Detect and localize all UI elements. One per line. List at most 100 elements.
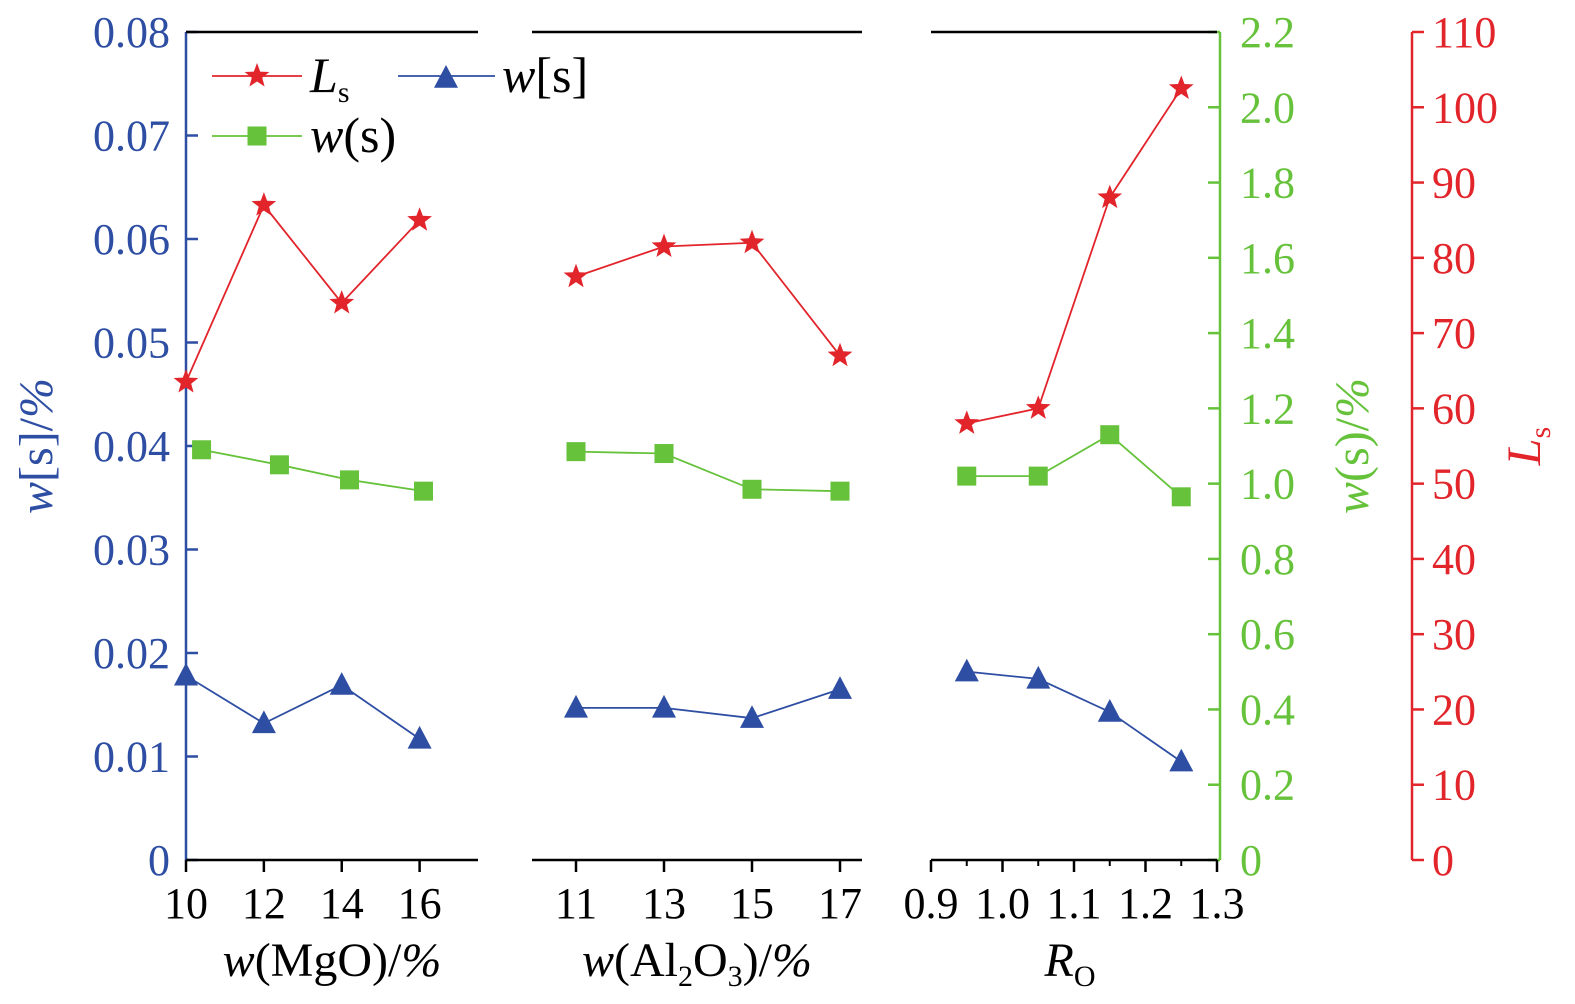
point-ws-paren [830,481,850,501]
red-tick-label: 20 [1432,685,1476,734]
point-Ls [954,410,980,434]
legend-marker-Ls [244,63,270,87]
red-tick-label: 70 [1432,309,1476,358]
red-tick-label: 110 [1432,8,1496,57]
point-ws-bracket [828,676,852,699]
x-axis-title: w(MgO)/% [223,934,442,987]
x-tick-label: 1.3 [1190,879,1245,928]
left-tick-label: 0.03 [93,526,170,575]
red-axis-title: Ls [1498,427,1557,466]
red-tick-label: 10 [1432,761,1476,810]
green-tick-label: 0 [1240,836,1262,885]
x-tick-label: 0.9 [904,879,959,928]
left-tick-label: 0.06 [93,215,170,264]
point-ws-bracket [1097,699,1122,722]
point-ws-bracket [407,725,432,749]
red-tick-label: 40 [1432,535,1476,584]
series-line-ws-bracket [966,670,1182,763]
point-ws-paren [742,479,762,499]
point-ws-bracket [564,694,588,718]
point-ws-bracket [1026,665,1051,689]
point-ws-bracket [954,658,979,682]
x-tick-label: 11 [555,879,597,928]
red-tick-label: 60 [1432,384,1476,433]
point-ws-bracket [652,694,676,718]
point-ws-bracket [174,662,198,686]
red-tick-label: 90 [1432,159,1476,208]
green-tick-label: 0.8 [1240,535,1295,584]
red-tick-label: 80 [1432,234,1476,283]
legend-marker-ws-bracket [434,65,458,88]
x-tick-label: 12 [242,879,286,928]
point-Ls [827,342,853,367]
x-tick-label: 17 [818,879,862,928]
point-ws-paren [269,455,289,475]
point-Ls [651,233,677,257]
x-tick-label: 1.2 [1118,879,1173,928]
legend-label-ws-paren: w(s) [310,107,396,163]
x-tick-label: 16 [398,879,442,928]
x-axis-title: w(Al2O3)/% [582,934,812,993]
green-tick-label: 1.4 [1240,309,1295,358]
series-line-ws-paren [575,450,841,493]
point-ws-paren [1028,466,1048,486]
left-tick-label: 0.04 [93,422,170,471]
green-tick-label: 2.0 [1240,83,1295,132]
green-axis-title: w(s)/% [1326,378,1379,514]
x-tick-label: 15 [730,879,774,928]
left-axis-title: w[s]/% [10,378,63,514]
red-tick-label: 100 [1432,83,1498,132]
left-tick-label: 0 [148,836,170,885]
left-tick-label: 0.08 [93,8,170,57]
series-line-Ls [966,87,1183,425]
legend-marker-ws-paren [247,126,267,146]
point-ws-paren [654,444,674,464]
left-tick-label: 0.05 [93,319,170,368]
green-tick-label: 0.4 [1240,685,1295,734]
green-tick-label: 1.8 [1240,159,1295,208]
point-Ls [1025,395,1051,419]
point-ws-paren [566,442,586,462]
point-Ls [173,369,199,393]
x-axis-title: RO [1044,934,1096,993]
point-ws-paren [957,466,977,486]
red-tick-label: 30 [1432,610,1476,659]
green-tick-label: 0.2 [1240,761,1295,810]
series-line-Ls [575,241,841,357]
legend-label-Ls: Ls [309,47,350,109]
x-tick-label: 1.0 [975,879,1030,928]
series-line-ws-paren [201,448,424,493]
green-tick-label: 0.6 [1240,610,1295,659]
green-tick-label: 1.0 [1240,460,1295,509]
series-line-Ls [185,203,421,383]
point-Ls [563,263,589,288]
point-ws-paren [340,470,360,490]
green-tick-label: 2.2 [1240,8,1295,57]
left-tick-label: 0.07 [93,112,170,161]
legend-label-ws-bracket: w[s] [502,47,588,103]
x-tick-label: 13 [642,879,686,928]
point-ws-paren [192,440,212,460]
left-tick-label: 0.02 [93,629,170,678]
series-line-ws-paren [966,433,1182,498]
point-ws-paren [1100,425,1120,445]
point-ws-bracket [740,705,764,728]
point-Ls [1097,184,1123,209]
x-tick-label: 10 [164,879,208,928]
point-ws-bracket [329,672,354,695]
point-ws-bracket [1169,748,1194,772]
point-Ls [407,207,432,231]
series-line-ws-bracket [185,675,421,740]
point-Ls [251,192,277,216]
green-tick-label: 1.2 [1240,384,1295,433]
red-tick-label: 50 [1432,460,1476,509]
point-Ls [329,290,355,314]
green-tick-label: 1.6 [1240,234,1295,283]
point-ws-bracket [251,710,276,734]
red-tick-label: 0 [1432,836,1454,885]
x-tick-label: 14 [320,879,364,928]
series-line-ws-bracket [576,688,841,720]
left-tick-label: 0.01 [93,733,170,782]
point-ws-paren [413,481,433,501]
